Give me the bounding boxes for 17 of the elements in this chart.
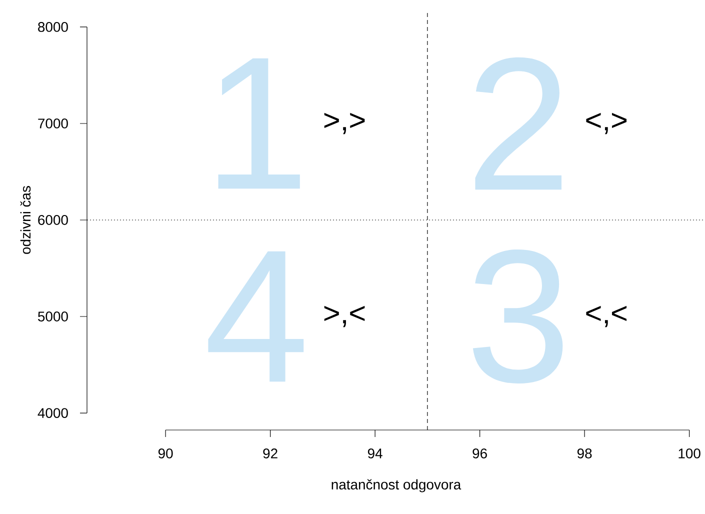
y-axis-title: odzivni čas xyxy=(20,186,31,254)
annotation: >,> xyxy=(324,112,365,134)
x-axis-title: natančnost odgovora xyxy=(332,479,462,492)
x-tick-label: 96 xyxy=(472,448,487,458)
y-tick-label: 5000 xyxy=(38,312,68,322)
x-tick-label: 100 xyxy=(678,448,700,458)
y-tick-label: 4000 xyxy=(38,408,68,418)
y-tick-label: 8000 xyxy=(38,22,68,32)
y-tick-label: 6000 xyxy=(38,215,68,225)
x-tick-label: 94 xyxy=(368,448,382,458)
annotation: <,< xyxy=(586,306,627,328)
y-tick-label: 7000 xyxy=(38,118,68,128)
x-tick-label: 92 xyxy=(263,448,278,458)
annotation: <,> xyxy=(586,112,627,134)
x-tick-label: 98 xyxy=(577,448,592,458)
annotation: >,< xyxy=(324,306,365,328)
x-tick-label: 90 xyxy=(158,448,173,458)
